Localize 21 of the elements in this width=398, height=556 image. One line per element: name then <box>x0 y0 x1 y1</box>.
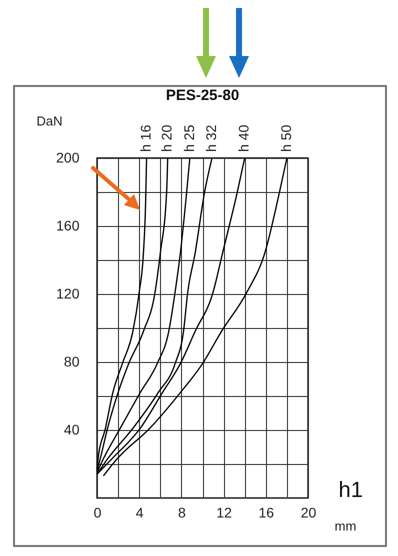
x-tick-label: 16 <box>258 504 274 520</box>
x-tick-label: 12 <box>216 504 232 520</box>
text: h 20 <box>158 124 175 152</box>
text: h 40 <box>236 124 252 152</box>
text: h 32 <box>202 124 219 152</box>
x-tick-label: 4 <box>136 504 144 520</box>
x-axis-title: mm <box>334 518 356 534</box>
x-tick-label: 0 <box>94 504 102 520</box>
y-tick-label: 160 <box>56 218 80 234</box>
text: h 25 <box>180 124 197 152</box>
x-tick-label: 8 <box>178 504 186 520</box>
chart-title: PES-25-80 <box>166 87 240 104</box>
y-tick-label: 200 <box>56 150 80 166</box>
y-tick-label: 120 <box>56 286 80 302</box>
text: h 50 <box>278 124 294 152</box>
text: h1 <box>338 477 363 502</box>
y-axis-title: DaN <box>36 114 63 128</box>
x-tick-label: 20 <box>300 504 316 520</box>
y-tick-label: 40 <box>64 422 80 438</box>
y-tick-label: 80 <box>64 354 80 370</box>
text: h 16 <box>138 124 154 152</box>
